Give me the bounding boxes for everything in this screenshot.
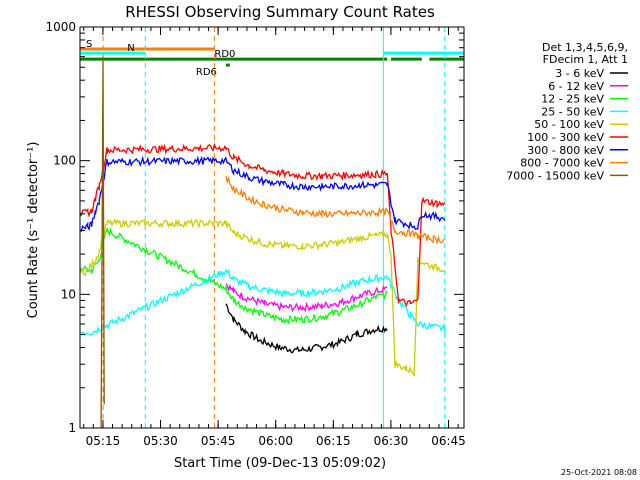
series-line: [225, 303, 388, 354]
legend-entry: 100 - 300 keV: [527, 131, 604, 144]
legend-entry: 50 - 100 keV: [534, 118, 604, 131]
plot-frame: [79, 26, 465, 429]
x-tick-label: 05:30: [143, 434, 178, 448]
x-tick-label: 06:30: [374, 434, 409, 448]
chart-title: RHESSI Observing Summary Count Rates: [125, 3, 435, 21]
legend-entry: 300 - 800 keV: [527, 144, 604, 157]
x-axis-label: Start Time (09-Dec-13 05:09:02): [174, 456, 386, 471]
legend: Det 1,3,4,5,6,9,FDecim 1, Att 13 - 6 keV…: [506, 41, 628, 182]
series-line: [79, 269, 446, 336]
x-tick-label: 06:00: [258, 434, 293, 448]
series-lines: [79, 56, 446, 429]
marker-lines: [102, 27, 446, 428]
flag-label: N: [127, 43, 134, 54]
x-tick-label: 06:45: [431, 434, 466, 448]
flag-bars: S N RD0 RD6: [80, 39, 464, 78]
y-tick-label: 100: [53, 154, 76, 168]
series-line: [100, 56, 105, 429]
y-tick-label: 1000: [45, 20, 76, 34]
y-tick-label: 1: [68, 421, 76, 435]
x-tick-label: 05:15: [86, 434, 121, 448]
series-line: [225, 175, 446, 245]
flag-label: S: [86, 39, 92, 50]
series-line: [79, 155, 446, 232]
series-line: [79, 227, 388, 325]
legend-header: Det 1,3,4,5,6,9,: [542, 41, 628, 54]
legend-header: FDecim 1, Att 1: [543, 53, 628, 66]
series-line: [225, 283, 388, 313]
legend-entry: 12 - 25 keV: [541, 93, 604, 106]
legend-entry: 25 - 50 keV: [541, 105, 604, 118]
legend-entry: 7000 - 15000 keV: [506, 169, 604, 182]
flag-label: RD0: [214, 49, 235, 60]
x-tick-label: 06:15: [316, 434, 351, 448]
timestamp: 25-Oct-2021 08:08: [561, 468, 637, 477]
series-line: [79, 142, 446, 308]
series-line: [79, 218, 445, 377]
flag-label: RD6: [196, 67, 217, 78]
y-tick-label: 10: [61, 287, 76, 301]
y-axis-ticks: 1 10 100 1000: [45, 20, 464, 435]
legend-entry: 6 - 12 keV: [548, 80, 604, 93]
y-axis-label: Count Rate (s⁻¹ detector⁻¹): [26, 142, 41, 319]
x-axis-ticks: 05:15 05:30 05:45 06:00 06:15 06:30 06:45: [83, 27, 466, 448]
x-tick-label: 05:45: [201, 434, 236, 448]
legend-entry: 800 - 7000 keV: [520, 157, 604, 170]
legend-entry: 3 - 6 keV: [555, 67, 604, 80]
